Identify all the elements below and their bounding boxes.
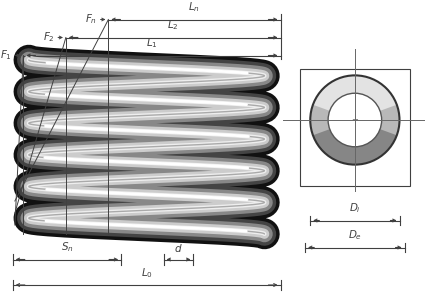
Ellipse shape (328, 93, 382, 147)
Text: $L_0$: $L_0$ (141, 266, 153, 280)
Text: $L_n$: $L_n$ (189, 0, 200, 14)
Text: $L_2$: $L_2$ (167, 18, 179, 32)
Polygon shape (313, 129, 397, 165)
Bar (300, 69, 410, 186)
Text: $F_n$: $F_n$ (85, 13, 97, 26)
Text: $L_1$: $L_1$ (146, 36, 158, 50)
Polygon shape (313, 75, 397, 111)
Text: +: + (351, 116, 358, 124)
Text: $d$: $d$ (174, 242, 183, 254)
Text: $S_n$: $S_n$ (61, 240, 73, 254)
Text: $D_i$: $D_i$ (349, 201, 361, 215)
Text: $F_1$: $F_1$ (0, 49, 12, 62)
Text: $F_2$: $F_2$ (42, 31, 54, 44)
Ellipse shape (310, 75, 400, 165)
Text: $D_e$: $D_e$ (348, 228, 362, 242)
